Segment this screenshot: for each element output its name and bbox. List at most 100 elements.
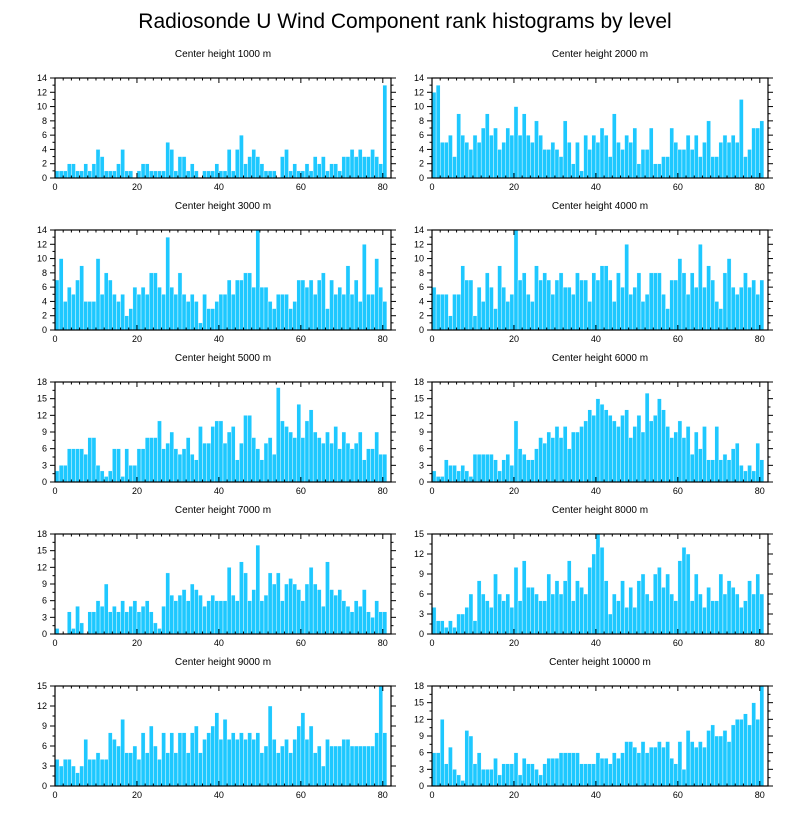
histogram-bar	[456, 470, 461, 483]
histogram-bar	[136, 611, 142, 635]
histogram-bar	[271, 308, 277, 331]
histogram-bar	[546, 758, 552, 787]
histogram-bar	[54, 628, 60, 635]
histogram-bar	[612, 113, 617, 179]
panel-title: Center height 3000 m	[175, 201, 271, 212]
histogram-bar	[382, 611, 388, 635]
histogram-bar	[562, 580, 568, 635]
y-tick-label: 0	[419, 325, 424, 335]
histogram-bar	[185, 170, 191, 179]
histogram-bar	[222, 294, 228, 331]
histogram-bar	[124, 752, 129, 787]
histogram-bar	[169, 286, 175, 331]
histogram-bar	[337, 589, 343, 635]
histogram-bar	[370, 149, 375, 179]
histogram-bar	[472, 620, 478, 635]
panel-title: Center height 2000 m	[552, 49, 648, 60]
histogram-bar	[173, 600, 179, 635]
histogram-bar	[554, 426, 560, 483]
histogram-bar	[489, 607, 494, 635]
histogram-bar	[714, 600, 720, 635]
histogram-bar	[472, 763, 478, 787]
histogram-bar	[54, 470, 60, 483]
histogram-bar	[226, 149, 232, 179]
histogram-bar	[452, 294, 457, 331]
histogram-bar	[374, 732, 379, 787]
histogram-bar	[636, 163, 642, 179]
histogram-panel: Center height 10000 m 0 20 40 60 80 0 3 6 9 12 15 18	[414, 657, 773, 800]
histogram-bar	[161, 606, 166, 635]
histogram-panel: Center height 6000 m 0 20 40 60 80 0 3 6 9 12 15 18	[414, 353, 773, 496]
histogram-bar	[243, 163, 248, 179]
histogram-bar	[194, 301, 199, 331]
histogram-bar	[337, 448, 343, 483]
histogram-bar	[730, 134, 736, 179]
histogram-bar	[374, 156, 379, 179]
histogram-bar	[730, 587, 736, 635]
histogram-bar	[140, 286, 146, 331]
histogram-bar	[669, 758, 674, 787]
histogram-bar	[702, 286, 707, 331]
histogram-bar	[271, 583, 277, 635]
histogram-bar	[95, 600, 101, 635]
y-tick-label: 3	[419, 460, 424, 470]
y-tick-label: 6	[419, 282, 424, 292]
histogram-bar	[374, 258, 379, 331]
histogram-bar	[485, 113, 490, 179]
histogram-bar	[632, 426, 638, 483]
histogram-bar	[726, 459, 732, 483]
histogram-bar	[271, 170, 277, 179]
y-tick-label: 12	[37, 562, 47, 572]
histogram-bar	[538, 600, 543, 635]
histogram-bar	[341, 431, 347, 483]
histogram-bar	[190, 732, 195, 787]
histogram-bar	[255, 448, 261, 483]
histogram-bar	[636, 580, 642, 635]
histogram-bar	[730, 286, 736, 331]
histogram-bar	[362, 745, 367, 787]
histogram-bar	[214, 420, 220, 483]
histogram-bar	[222, 719, 228, 787]
histogram-bar	[575, 752, 580, 787]
histogram-bar	[103, 272, 109, 331]
histogram-bar	[448, 315, 453, 331]
histogram-bar	[468, 593, 474, 635]
histogram-bar	[190, 163, 195, 179]
histogram-bar	[251, 437, 256, 483]
histogram-bar	[312, 156, 318, 179]
histogram-bar	[542, 442, 547, 483]
histogram-bar	[140, 163, 146, 179]
histogram-bar	[169, 594, 175, 635]
x-tick-label: 0	[429, 182, 434, 192]
histogram-bar	[599, 758, 605, 787]
histogram-bar	[325, 308, 330, 331]
histogram-bar	[91, 759, 97, 787]
histogram-bar	[685, 553, 691, 635]
histogram-bar	[579, 426, 584, 483]
histogram-bar	[435, 620, 441, 635]
histogram-bar	[661, 409, 666, 483]
histogram-bar	[759, 593, 765, 635]
histogram-bar	[321, 272, 326, 331]
histogram-bar	[493, 459, 498, 483]
y-tick-label: 9	[419, 731, 424, 741]
histogram-bar	[124, 315, 129, 331]
histogram-bar	[108, 470, 113, 483]
x-tick-label: 60	[296, 486, 306, 496]
figure-title: Radiosonde U Wind Component rank histogr…	[138, 10, 672, 33]
histogram-bar	[673, 600, 679, 635]
histogram-bar	[456, 113, 461, 179]
histogram-bar	[480, 127, 486, 179]
x-tick-label: 80	[378, 638, 388, 648]
histogram-bar	[673, 142, 679, 179]
histogram-bar	[267, 572, 273, 635]
histogram-bar	[554, 580, 560, 635]
histogram-bar	[714, 156, 720, 179]
histogram-bar	[366, 156, 371, 179]
histogram-bar	[558, 752, 564, 787]
histogram-bar	[280, 156, 285, 179]
histogram-bar	[595, 398, 601, 483]
histogram-bar	[575, 580, 580, 635]
histogram-bar	[562, 752, 568, 787]
